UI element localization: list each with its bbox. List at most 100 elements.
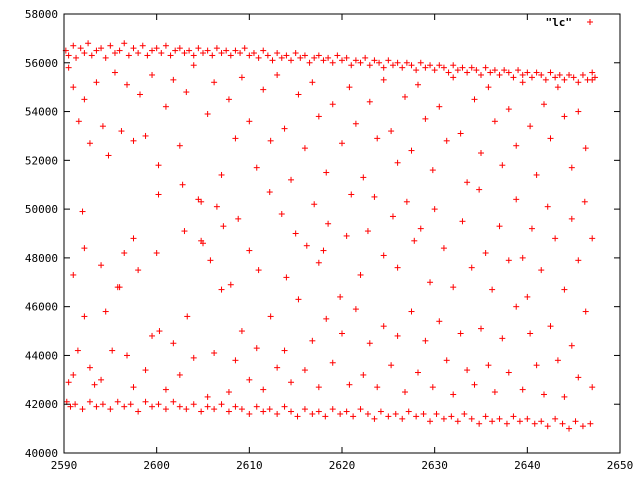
data-point: [389, 213, 396, 220]
data-point: [274, 50, 281, 57]
data-point: [513, 303, 520, 310]
data-point: [440, 64, 447, 71]
data-point: [209, 52, 216, 59]
data-point: [343, 54, 350, 61]
data-point: [429, 384, 436, 391]
data-point: [218, 50, 225, 57]
data-point: [281, 125, 288, 132]
data-point: [468, 64, 475, 71]
data-point: [422, 64, 429, 71]
data-point: [130, 45, 137, 52]
data-point: [153, 45, 160, 52]
data-point: [489, 418, 496, 425]
data-point: [440, 415, 447, 422]
data-point: [476, 420, 483, 427]
data-point: [541, 391, 548, 398]
data-point: [142, 367, 149, 374]
data-point: [402, 93, 409, 100]
data-point: [427, 279, 434, 286]
data-point: [315, 113, 322, 120]
data-point: [311, 201, 318, 208]
data-point: [190, 62, 197, 69]
data-point: [352, 306, 359, 313]
data-point: [491, 389, 498, 396]
data-point: [266, 189, 273, 196]
data-point: [478, 150, 484, 157]
data-point: [283, 274, 290, 281]
data-point: [241, 45, 248, 52]
data-point: [136, 91, 143, 98]
data-point: [172, 47, 179, 54]
data-point: [337, 410, 344, 417]
data-point: [139, 42, 146, 49]
data-point: [544, 203, 551, 210]
legend-label: "lc": [546, 16, 573, 29]
data-point: [98, 45, 105, 52]
y-tick-label: 52000: [25, 154, 58, 167]
data-point: [478, 325, 484, 332]
data-point: [524, 69, 531, 76]
data-point: [176, 142, 183, 149]
data-point: [450, 62, 457, 69]
data-point: [232, 135, 239, 142]
data-point: [519, 386, 526, 393]
data-point: [587, 420, 594, 427]
data-point: [575, 79, 582, 86]
data-point: [461, 410, 468, 417]
data-point: [325, 220, 332, 227]
data-point: [450, 74, 457, 81]
data-point: [121, 250, 128, 257]
data-point: [116, 47, 123, 54]
data-point: [301, 52, 308, 59]
data-point: [283, 52, 290, 59]
data-point: [267, 313, 274, 320]
data-point: [232, 357, 239, 364]
data-point: [237, 50, 244, 57]
data-point: [403, 198, 410, 205]
data-point: [88, 52, 95, 59]
data-point: [524, 293, 531, 300]
data-point: [457, 130, 464, 137]
data-point: [253, 164, 260, 171]
data-point: [65, 64, 72, 71]
data-point: [309, 410, 316, 417]
data-point: [111, 69, 118, 76]
data-point: [114, 284, 121, 291]
data-point: [288, 176, 295, 183]
data-point: [107, 42, 114, 49]
data-point: [253, 403, 260, 410]
data-point: [433, 410, 440, 417]
data-point: [582, 145, 589, 152]
data-point: [538, 71, 545, 78]
data-point: [561, 113, 568, 120]
data-point: [334, 52, 341, 59]
data-point: [408, 308, 415, 315]
data-point: [200, 50, 206, 57]
data-point: [482, 64, 489, 71]
data-point: [149, 403, 156, 410]
data-point: [561, 393, 568, 400]
data-point: [445, 69, 452, 76]
data-point: [200, 240, 206, 247]
data-point: [79, 208, 86, 215]
data-point: [366, 340, 373, 347]
data-point: [86, 140, 93, 147]
data-point: [315, 259, 322, 266]
data-point: [70, 271, 77, 278]
data-point: [323, 169, 330, 176]
legend: "lc": [546, 16, 593, 29]
data-point: [589, 235, 596, 242]
data-point: [223, 47, 230, 54]
data-point: [348, 62, 355, 69]
data-point: [542, 76, 549, 83]
data-point: [179, 181, 186, 188]
data-point: [91, 381, 98, 388]
data-point: [74, 347, 81, 354]
data-point: [380, 76, 387, 83]
data-point: [366, 98, 373, 105]
data-point: [411, 237, 418, 244]
data-point: [130, 384, 137, 391]
data-point: [65, 379, 72, 386]
data-point: [281, 403, 288, 410]
